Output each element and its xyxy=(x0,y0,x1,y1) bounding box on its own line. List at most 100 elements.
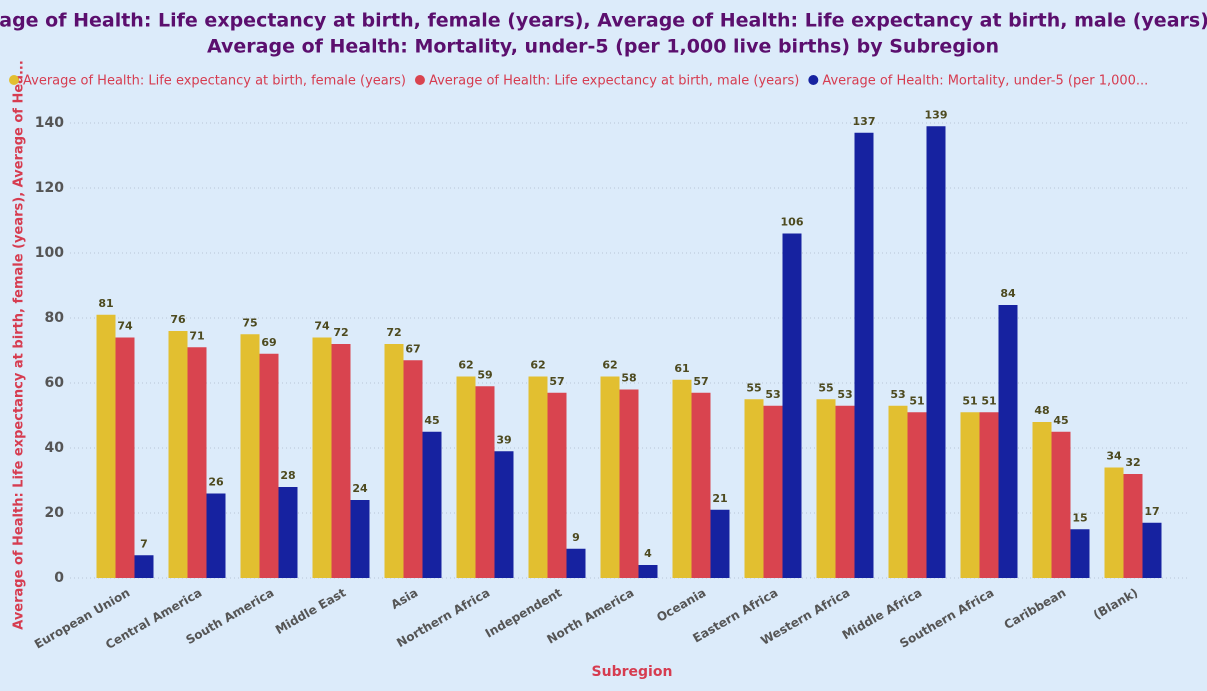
x-tick-label: Oceania xyxy=(654,586,708,625)
bar xyxy=(926,126,946,578)
bar xyxy=(1104,467,1124,578)
data-label: 45 xyxy=(424,414,439,427)
y-tick-label: 100 xyxy=(35,245,64,261)
bar xyxy=(475,386,495,578)
bar xyxy=(566,548,586,578)
data-label: 57 xyxy=(693,375,708,388)
data-label: 71 xyxy=(189,329,204,342)
y-tick-label: 80 xyxy=(45,310,65,326)
data-label: 32 xyxy=(1125,456,1140,469)
data-label: 61 xyxy=(674,362,689,375)
y-tick-label: 120 xyxy=(35,180,64,196)
bar xyxy=(998,305,1018,578)
x-tick-label: Asia xyxy=(388,586,420,612)
x-tick-label: Caribbean xyxy=(1002,586,1069,633)
data-label: 139 xyxy=(925,108,948,121)
data-label: 72 xyxy=(333,326,348,339)
chart-title: Average of Health: Mortality, under-5 (p… xyxy=(207,36,999,58)
data-label: 28 xyxy=(280,469,295,482)
data-label: 81 xyxy=(98,297,113,310)
data-label: 39 xyxy=(496,433,511,446)
bar xyxy=(600,376,620,578)
bar xyxy=(528,376,548,578)
data-label: 4 xyxy=(644,547,652,560)
bar xyxy=(331,344,351,578)
legend-label: Average of Health: Mortality, under-5 (p… xyxy=(822,74,1148,89)
bar xyxy=(206,493,226,578)
bar xyxy=(854,132,874,578)
data-label: 137 xyxy=(853,115,876,128)
chart-title: Average of Health: Life expectancy at bi… xyxy=(0,10,1207,32)
x-tick-label: Middle East xyxy=(273,585,349,637)
data-label: 58 xyxy=(621,372,636,385)
data-label: 53 xyxy=(890,388,905,401)
legend-marker xyxy=(808,75,819,85)
data-label: 51 xyxy=(962,394,977,407)
data-label: 67 xyxy=(405,342,420,355)
bar xyxy=(782,233,802,578)
bar xyxy=(168,331,188,578)
bar xyxy=(1051,431,1071,578)
bar xyxy=(638,565,658,578)
data-label: 9 xyxy=(572,531,580,544)
legend-label: Average of Health: Life expectancy at bi… xyxy=(429,74,799,89)
legend-label: Average of Health: Life expectancy at bi… xyxy=(23,74,406,89)
data-label: 45 xyxy=(1053,414,1068,427)
bar xyxy=(1123,474,1143,578)
bar xyxy=(960,412,980,578)
bar xyxy=(422,431,442,578)
bar xyxy=(547,392,567,578)
y-tick-label: 20 xyxy=(45,505,65,521)
x-axis-title: Subregion xyxy=(592,664,673,680)
bar xyxy=(134,555,154,578)
data-label: 106 xyxy=(781,216,804,229)
legend-marker xyxy=(414,75,425,85)
bar xyxy=(187,347,207,578)
data-label: 51 xyxy=(981,394,996,407)
bar xyxy=(312,337,332,578)
bar xyxy=(816,399,836,578)
data-label: 55 xyxy=(746,381,761,394)
bar xyxy=(115,337,135,578)
data-label: 74 xyxy=(314,320,330,333)
data-label: 55 xyxy=(818,381,833,394)
bar xyxy=(240,334,260,578)
data-label: 21 xyxy=(712,492,727,505)
bar xyxy=(763,405,783,578)
y-tick-label: 60 xyxy=(45,375,65,391)
data-label: 51 xyxy=(909,394,924,407)
y-axis-title: Average of Health: Life expectancy at bi… xyxy=(12,60,27,630)
bar xyxy=(384,344,404,578)
data-label: 48 xyxy=(1034,404,1049,417)
bar xyxy=(1070,529,1090,578)
legend-marker xyxy=(9,75,19,85)
bar xyxy=(835,405,855,578)
data-label: 62 xyxy=(530,359,545,372)
data-label: 75 xyxy=(242,316,257,329)
data-label: 15 xyxy=(1072,511,1087,524)
bar xyxy=(494,451,514,578)
bar xyxy=(278,487,298,578)
bar xyxy=(350,500,370,578)
data-label: 62 xyxy=(602,359,617,372)
data-label: 7 xyxy=(140,537,148,550)
bar xyxy=(979,412,999,578)
bar xyxy=(403,360,423,578)
bar xyxy=(691,392,711,578)
data-label: 76 xyxy=(170,313,186,326)
data-label: 62 xyxy=(458,359,473,372)
y-tick-label: 40 xyxy=(45,440,65,456)
bar xyxy=(619,389,639,578)
data-label: 53 xyxy=(837,388,852,401)
bar xyxy=(456,376,476,578)
data-label: 74 xyxy=(117,320,133,333)
y-tick-label: 0 xyxy=(54,570,64,586)
data-label: 26 xyxy=(208,476,224,489)
bar xyxy=(96,314,116,578)
data-label: 57 xyxy=(549,375,564,388)
bar xyxy=(710,509,730,578)
data-label: 72 xyxy=(386,326,401,339)
bar xyxy=(907,412,927,578)
data-label: 34 xyxy=(1106,450,1122,463)
